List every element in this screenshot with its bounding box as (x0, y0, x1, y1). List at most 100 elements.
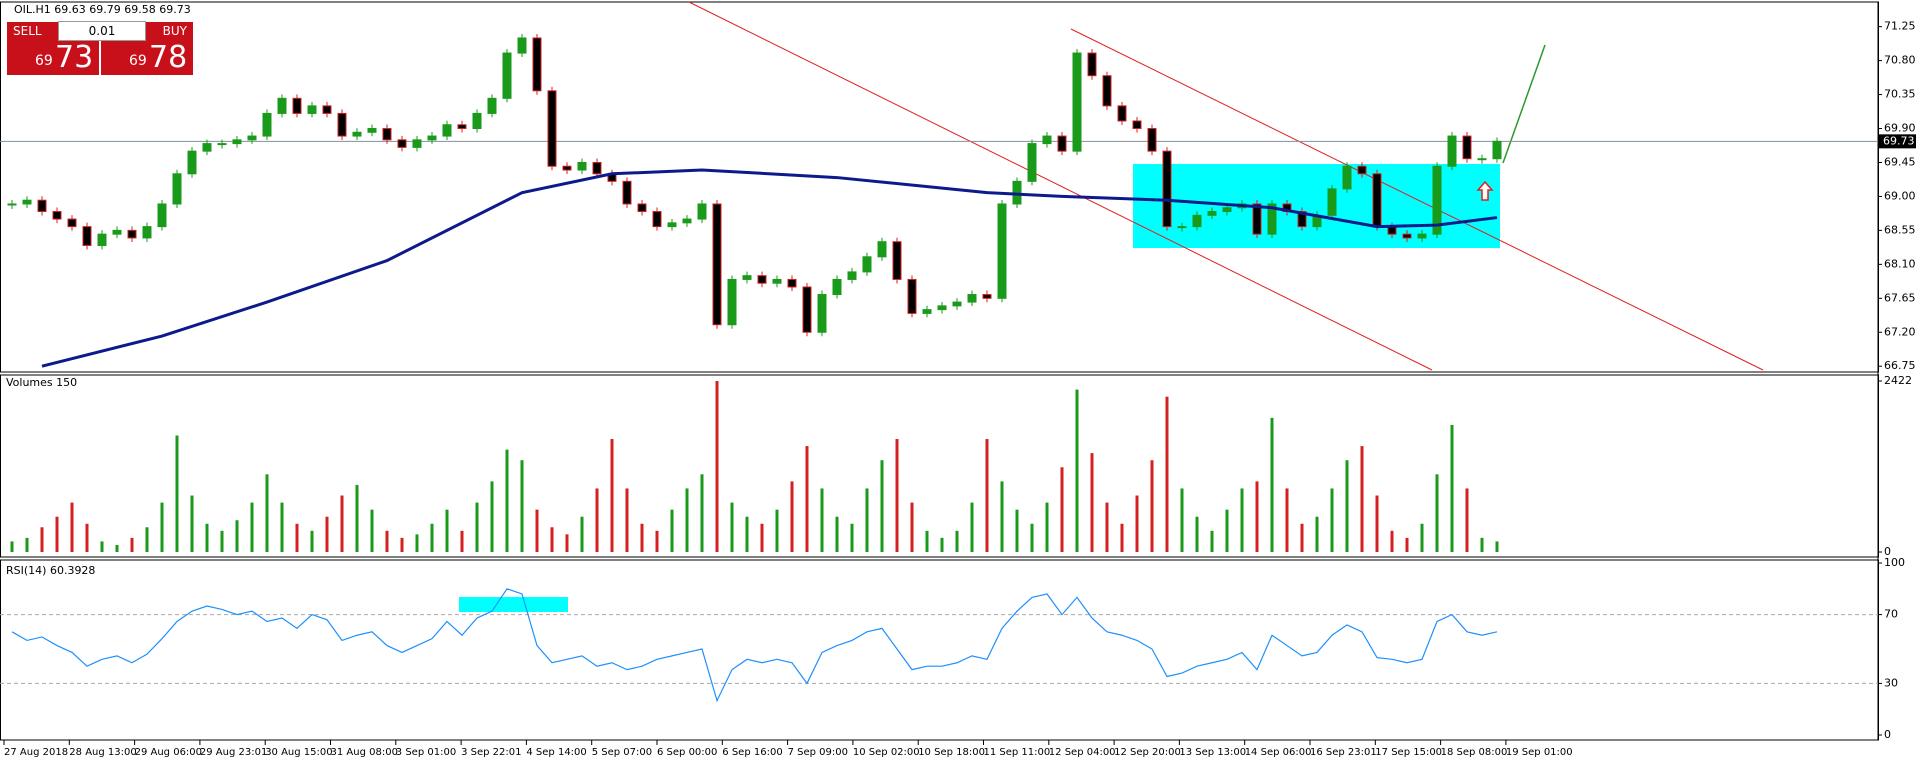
candle (1102, 75, 1112, 107)
volume-bar (940, 537, 944, 552)
candle (997, 203, 1007, 299)
candle (1432, 165, 1442, 235)
volume-bar (205, 523, 209, 552)
volume-bar (1165, 396, 1169, 552)
candle (1402, 233, 1412, 239)
candle (952, 301, 962, 307)
y-tick-label: 71.25 (1884, 20, 1916, 33)
candle (67, 218, 77, 228)
candle (172, 173, 182, 205)
candle (412, 139, 422, 148)
volume-bar (55, 516, 59, 552)
volume-bar (1225, 509, 1229, 552)
sell-label: SELL (13, 24, 42, 38)
y-tick-label: 70 (1884, 608, 1898, 621)
volume-bar (640, 523, 644, 552)
volume-bar (1120, 523, 1124, 552)
x-tick-label: 12 Sep 04:00 (1049, 747, 1116, 758)
volume-bar (715, 381, 719, 552)
candle (217, 143, 227, 146)
candle (1462, 135, 1472, 160)
volume-bar (1075, 389, 1079, 552)
candle (1327, 188, 1337, 216)
volume-bar (1300, 523, 1304, 552)
volume-bar (820, 488, 824, 552)
volume-bar (655, 530, 659, 552)
volume-bar (115, 544, 119, 552)
volume-bar (235, 520, 239, 552)
x-tick-label: 30 Aug 15:00 (265, 747, 332, 758)
buy-big: 78 (149, 40, 188, 75)
candle (367, 128, 377, 133)
volume-bar (625, 488, 629, 552)
volume-bar (1240, 488, 1244, 552)
volume-bar (160, 502, 164, 552)
candle (37, 199, 47, 213)
candle (322, 105, 332, 114)
volume-bar (490, 481, 494, 552)
volume-bar (310, 530, 314, 552)
candle (817, 294, 827, 333)
rsi-line (11, 588, 1498, 703)
candle (742, 275, 752, 280)
projection (1502, 44, 1546, 164)
volume-bar (1495, 541, 1499, 552)
candle (937, 305, 947, 311)
y-tick-label: 68.55 (1884, 223, 1916, 236)
volume-bar (880, 460, 884, 552)
candle (757, 275, 767, 284)
y-tick-label: 0 (1884, 545, 1891, 558)
candle (502, 52, 512, 99)
x-tick-label: 17 Sep 15:00 (1375, 747, 1442, 758)
candle (667, 222, 677, 228)
y-tick-label: 100 (1884, 556, 1905, 569)
volume-bar (1330, 488, 1334, 552)
candle (262, 112, 272, 137)
volume-bar (595, 488, 599, 552)
volume-bar (1315, 516, 1319, 552)
x-tick-label: 10 Sep 18:00 (918, 747, 985, 758)
x-tick-label: 12 Sep 20:00 (1114, 747, 1181, 758)
candle (562, 165, 572, 171)
volume-bar (430, 523, 434, 552)
volume-bar (1270, 417, 1274, 552)
volume-bar (850, 523, 854, 552)
candle (862, 256, 872, 273)
volume-bar (985, 439, 989, 552)
x-tick-label: 11 Sep 11:00 (984, 747, 1051, 758)
channel-line (1070, 28, 1764, 371)
lot-input[interactable]: 0.01 (58, 21, 146, 41)
volume-bar (745, 516, 749, 552)
y-tick-label: 2422 (1884, 374, 1912, 387)
volume-bar (130, 537, 134, 552)
candle (1027, 143, 1037, 182)
candle (97, 233, 107, 246)
volume-bar (1285, 488, 1289, 552)
volume-bar (40, 527, 44, 552)
volume-bar (865, 488, 869, 552)
x-tick-label: 3 Sep 01:00 (396, 747, 456, 758)
candle (202, 143, 212, 152)
volume-bar (1045, 502, 1049, 552)
candle (1222, 207, 1232, 213)
candle (802, 286, 812, 333)
candle (1342, 165, 1352, 190)
x-tick-label: 28 Aug 13:00 (69, 747, 136, 758)
sell-small: 69 (35, 53, 53, 69)
volume-bar (100, 541, 104, 552)
volume-bar (700, 474, 704, 552)
volume-bar (505, 449, 509, 552)
candle (1117, 105, 1127, 122)
volume-bar (790, 481, 794, 552)
y-tick-label: 0 (1884, 728, 1891, 741)
candle (727, 278, 737, 326)
candle (547, 90, 557, 167)
volume-title: Volumes 150 (6, 376, 77, 389)
sell-big: 73 (55, 40, 94, 75)
candle (7, 203, 17, 206)
volume-bar (325, 516, 329, 552)
volume-bar (415, 534, 419, 552)
x-tick-label: 27 Aug 2018 (4, 747, 68, 758)
candle (877, 241, 887, 258)
